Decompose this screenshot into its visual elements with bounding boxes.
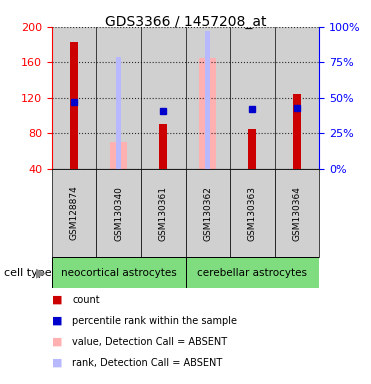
Text: value, Detection Call = ABSENT: value, Detection Call = ABSENT	[72, 337, 227, 347]
Bar	[96, 169, 141, 257]
Text: GDS3366 / 1457208_at: GDS3366 / 1457208_at	[105, 15, 266, 29]
Text: ■: ■	[52, 316, 62, 326]
Text: ■: ■	[52, 337, 62, 347]
Text: ■: ■	[52, 358, 62, 368]
Bar	[110, 142, 127, 169]
Bar	[230, 27, 275, 169]
Text: percentile rank within the sample: percentile rank within the sample	[72, 316, 237, 326]
Bar	[141, 169, 186, 257]
Bar	[275, 169, 319, 257]
Bar	[52, 27, 96, 169]
Text: GSM130363: GSM130363	[248, 185, 257, 241]
Text: GSM130362: GSM130362	[203, 186, 212, 240]
Text: cerebellar astrocytes: cerebellar astrocytes	[197, 268, 307, 278]
Bar	[248, 129, 256, 169]
Text: ▶: ▶	[36, 266, 46, 279]
Bar	[116, 57, 121, 169]
Bar	[275, 27, 319, 169]
Text: count: count	[72, 295, 100, 305]
Bar	[186, 257, 319, 288]
Bar	[293, 94, 301, 169]
Text: rank, Detection Call = ABSENT: rank, Detection Call = ABSENT	[72, 358, 223, 368]
Text: GSM130364: GSM130364	[292, 186, 301, 240]
Bar	[159, 124, 167, 169]
Bar	[52, 169, 96, 257]
Text: GSM130340: GSM130340	[114, 186, 123, 240]
Bar	[230, 169, 275, 257]
Bar	[70, 42, 78, 169]
Bar	[205, 31, 210, 169]
Bar	[141, 27, 186, 169]
Bar	[52, 257, 186, 288]
Text: GSM128874: GSM128874	[70, 186, 79, 240]
Text: cell type: cell type	[4, 268, 51, 278]
Text: ■: ■	[52, 295, 62, 305]
Text: GSM130361: GSM130361	[159, 185, 168, 241]
Bar	[186, 27, 230, 169]
Bar	[96, 27, 141, 169]
Bar	[199, 58, 216, 169]
Text: neocortical astrocytes: neocortical astrocytes	[61, 268, 177, 278]
Bar	[186, 169, 230, 257]
